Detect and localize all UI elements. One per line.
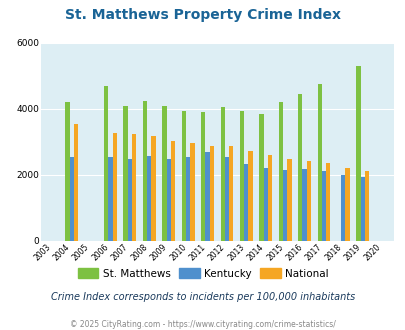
Bar bbox=[171, 141, 175, 241]
Bar bbox=[306, 161, 310, 241]
Bar bbox=[147, 156, 151, 241]
Bar bbox=[340, 175, 345, 241]
Bar bbox=[151, 136, 155, 241]
Bar bbox=[282, 170, 287, 241]
Bar bbox=[243, 164, 248, 241]
Bar bbox=[263, 168, 267, 241]
Bar bbox=[69, 157, 74, 241]
Bar bbox=[132, 134, 136, 241]
Bar bbox=[190, 143, 194, 241]
Bar bbox=[356, 66, 360, 241]
Bar bbox=[297, 94, 302, 241]
Bar bbox=[112, 133, 117, 241]
Bar bbox=[228, 146, 233, 241]
Bar bbox=[302, 169, 306, 241]
Bar bbox=[108, 157, 112, 241]
Text: St. Matthews Property Crime Index: St. Matthews Property Crime Index bbox=[65, 8, 340, 22]
Bar bbox=[209, 146, 213, 241]
Bar bbox=[143, 101, 147, 241]
Bar bbox=[220, 107, 224, 241]
Bar bbox=[239, 111, 243, 241]
Bar bbox=[267, 155, 271, 241]
Bar bbox=[166, 159, 171, 241]
Bar bbox=[65, 102, 69, 241]
Legend: St. Matthews, Kentucky, National: St. Matthews, Kentucky, National bbox=[73, 264, 332, 283]
Text: © 2025 CityRating.com - https://www.cityrating.com/crime-statistics/: © 2025 CityRating.com - https://www.city… bbox=[70, 320, 335, 329]
Bar bbox=[224, 157, 228, 241]
Bar bbox=[345, 168, 349, 241]
Bar bbox=[248, 151, 252, 241]
Bar bbox=[317, 84, 321, 241]
Bar bbox=[259, 114, 263, 241]
Bar bbox=[278, 102, 282, 241]
Bar bbox=[181, 111, 185, 241]
Bar bbox=[205, 152, 209, 241]
Bar bbox=[325, 163, 330, 241]
Bar bbox=[104, 86, 108, 241]
Text: Crime Index corresponds to incidents per 100,000 inhabitants: Crime Index corresponds to incidents per… bbox=[51, 292, 354, 302]
Bar bbox=[321, 171, 325, 241]
Bar bbox=[128, 159, 132, 241]
Bar bbox=[162, 106, 166, 241]
Bar bbox=[287, 159, 291, 241]
Bar bbox=[200, 112, 205, 241]
Bar bbox=[364, 171, 368, 241]
Bar bbox=[74, 124, 78, 241]
Bar bbox=[185, 157, 190, 241]
Bar bbox=[123, 106, 128, 241]
Bar bbox=[360, 177, 364, 241]
